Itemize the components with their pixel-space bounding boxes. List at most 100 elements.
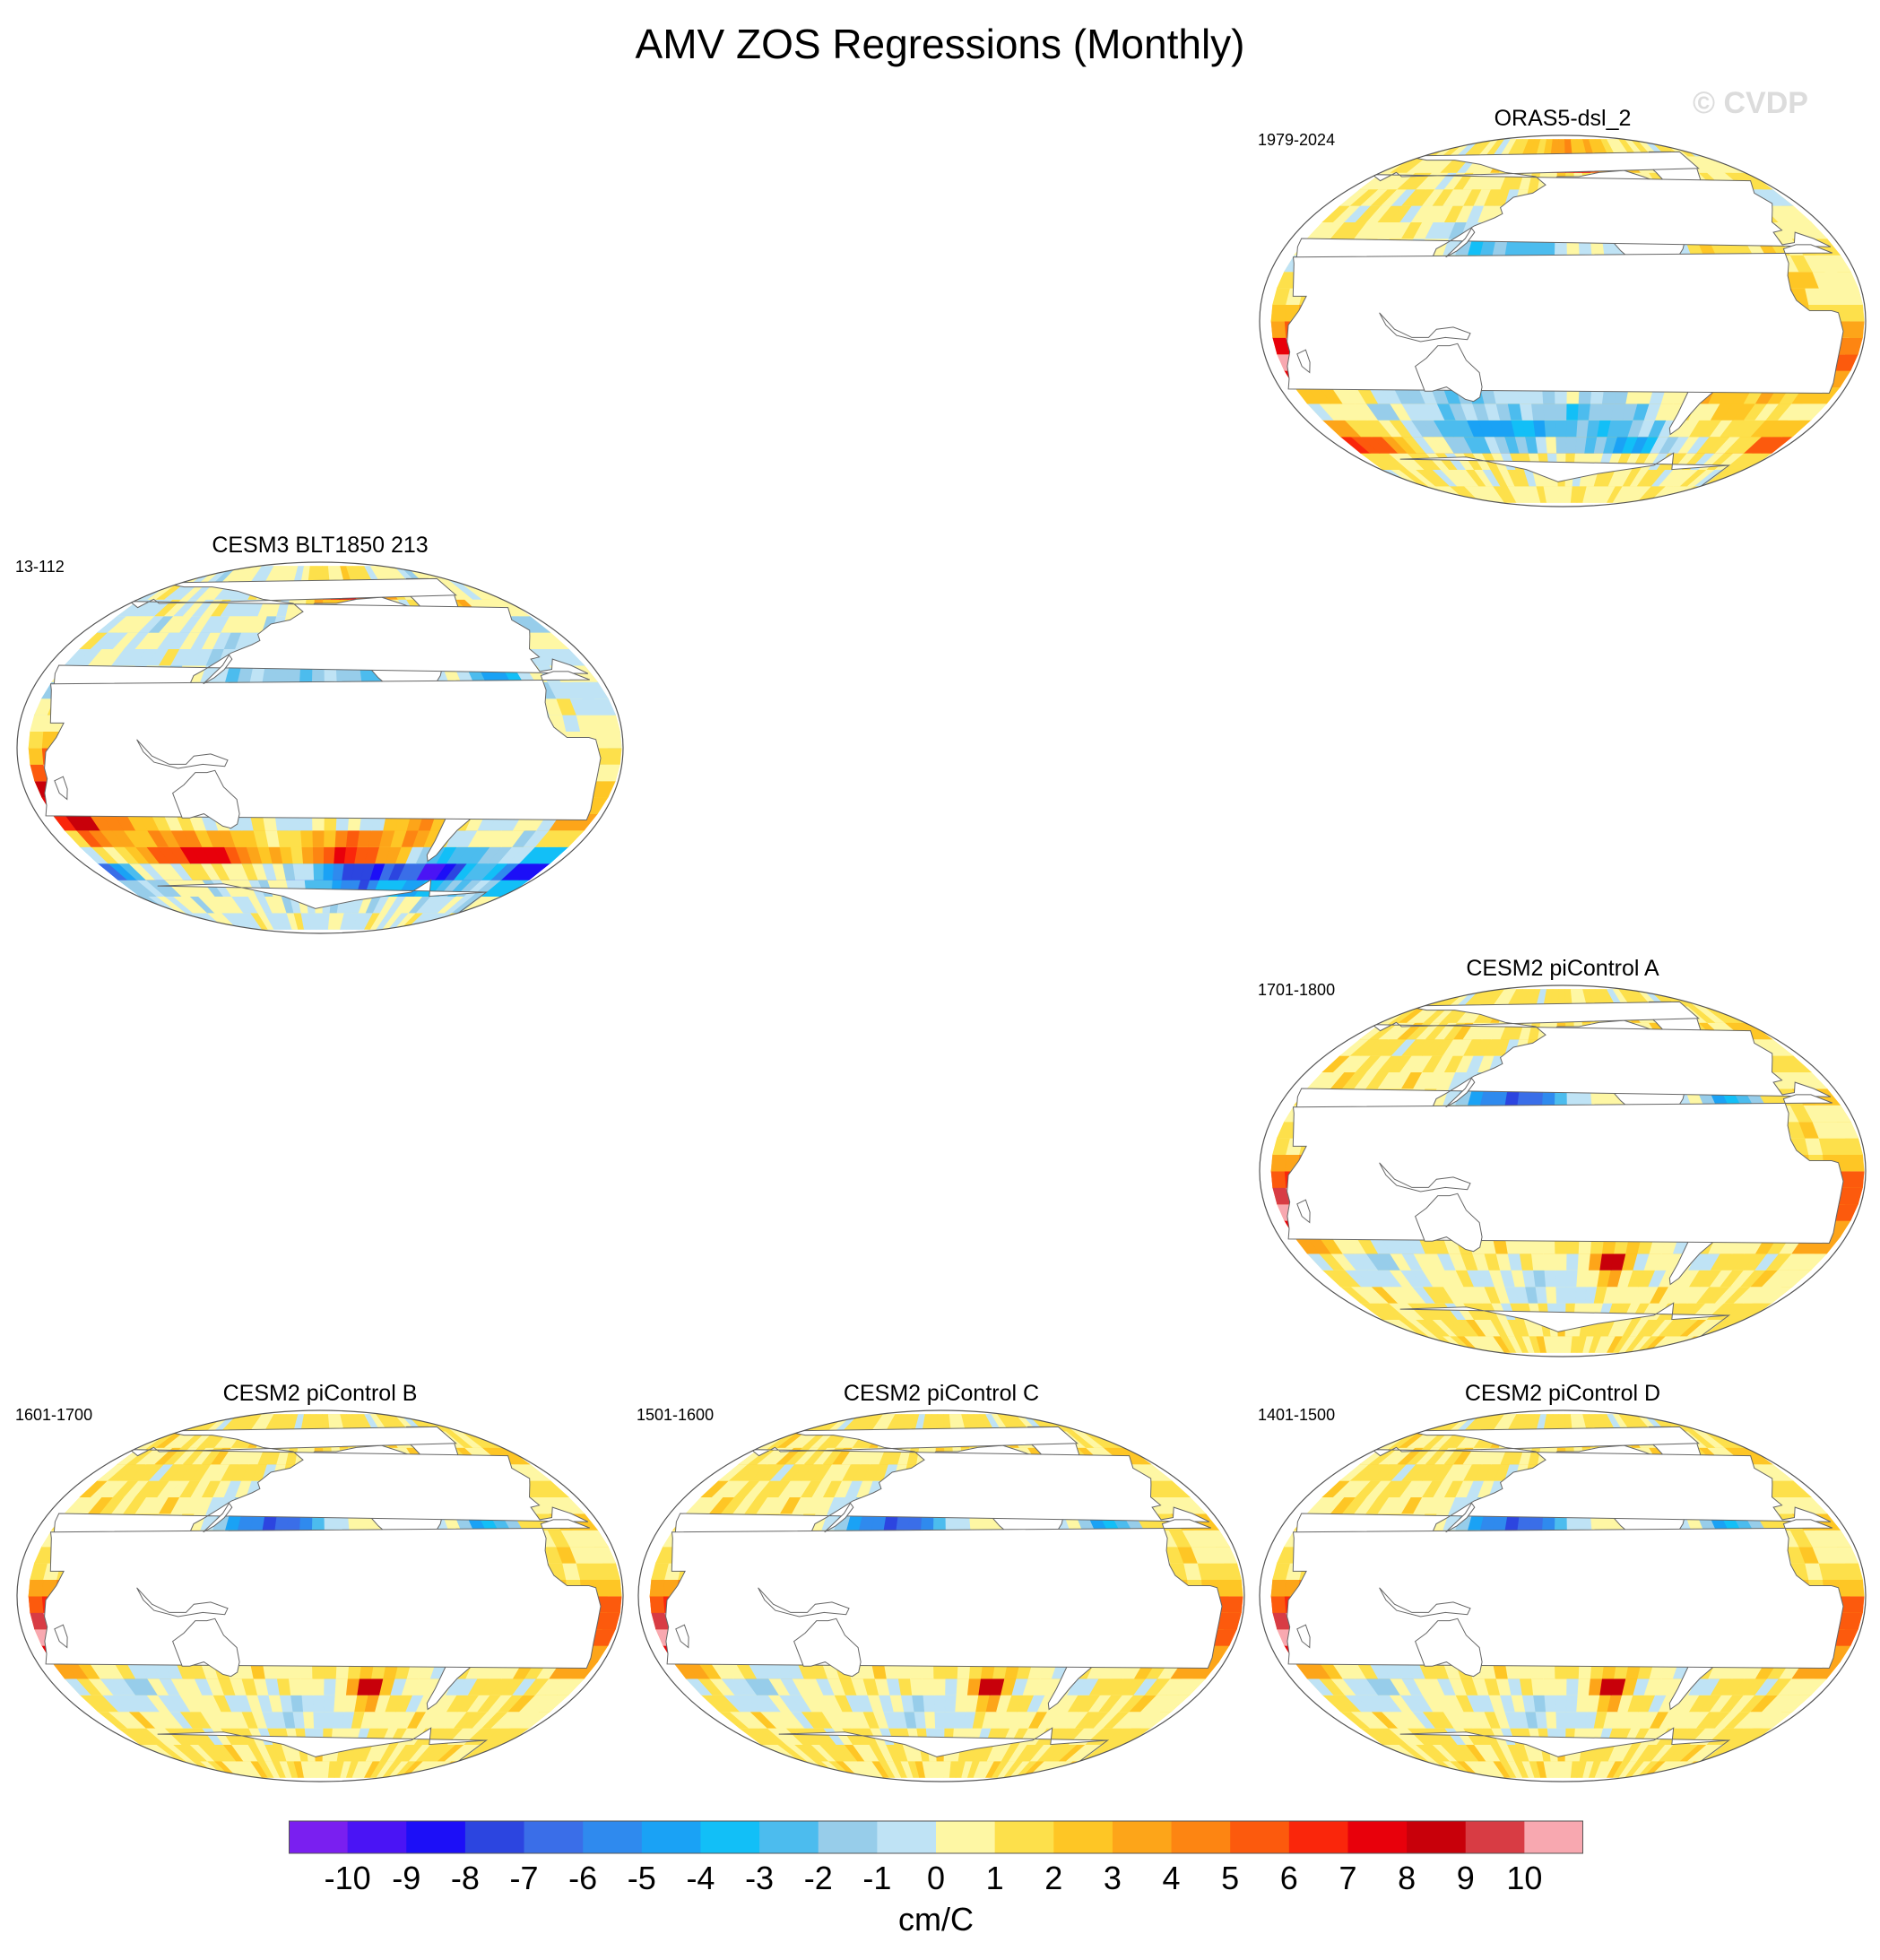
anomaly-cell	[1555, 1253, 1568, 1271]
anomaly-cell	[1557, 485, 1566, 503]
anomaly-cell	[1555, 436, 1567, 454]
continent-australia	[1414, 1192, 1483, 1253]
continent-australia	[171, 1617, 240, 1678]
anomaly-cell	[649, 1595, 666, 1613]
panel-title: CESM2 piControl A	[1466, 956, 1659, 981]
anomaly-cell	[914, 1711, 927, 1729]
continent-indonesia	[136, 1587, 229, 1617]
anomaly-cell	[933, 1678, 947, 1695]
anomaly-cell	[447, 1414, 483, 1432]
anomaly-cell	[323, 846, 336, 864]
anomaly-cell	[301, 846, 315, 864]
anomaly-cell	[28, 731, 45, 749]
world-map	[16, 561, 624, 934]
anomaly-cell	[313, 863, 325, 880]
watermark: © CVDP	[1693, 86, 1808, 120]
anomaly-cell	[324, 1678, 337, 1695]
anomaly-cell	[1566, 403, 1580, 421]
panel-title: CESM3 BLT1850 213	[212, 533, 429, 558]
anomaly-cell	[1557, 1335, 1566, 1353]
anomaly-cell	[1577, 1253, 1591, 1271]
anomaly-cell	[909, 1678, 924, 1695]
anomaly-cell	[276, 829, 291, 847]
anomaly-cell	[1533, 419, 1546, 438]
continent-africa	[44, 1519, 602, 1669]
anomaly-cell	[1535, 436, 1548, 454]
anomaly-cell	[1565, 1269, 1579, 1288]
world-map	[637, 1409, 1245, 1782]
map-outline	[1259, 984, 1867, 1357]
continent-antarctica	[1399, 452, 1731, 507]
anomaly-cell	[912, 1694, 925, 1713]
anomaly-cell	[1533, 1269, 1546, 1288]
continent-africa	[1287, 1094, 1844, 1245]
map-outline	[16, 1409, 624, 1782]
continent-australia	[171, 769, 240, 829]
anomaly-cell	[1535, 1286, 1548, 1304]
continent-indonesia	[1379, 1162, 1471, 1192]
continent-africa	[44, 671, 602, 821]
anomaly-cell	[923, 1694, 936, 1713]
continent-madagascar	[1296, 1199, 1311, 1224]
anomaly-cell	[1270, 320, 1287, 338]
anomaly-cell	[933, 1694, 947, 1713]
anomaly-cell	[288, 829, 303, 847]
anomaly-cell	[1545, 1286, 1557, 1304]
anomaly-cell	[1069, 1414, 1105, 1432]
continent-australia	[1414, 343, 1483, 403]
world-map	[16, 1409, 624, 1782]
anomaly-cell	[312, 846, 325, 864]
anomaly-cell	[956, 1678, 970, 1695]
continent-madagascar	[1296, 349, 1311, 374]
continent-madagascar	[54, 776, 68, 801]
anomaly-cell	[1519, 403, 1534, 421]
continent-africa	[1287, 244, 1844, 395]
anomaly-cell	[447, 1760, 483, 1778]
continent-antarctica	[1399, 1302, 1731, 1357]
panel-title: CESM2 piControl B	[222, 1381, 418, 1406]
panel-years: 1501-1600	[637, 1406, 715, 1424]
panel-title: CESM2 piControl C	[843, 1381, 1040, 1406]
continent-japan	[203, 654, 233, 685]
anomaly-cell	[1690, 485, 1726, 503]
anomaly-cell	[313, 1711, 325, 1729]
panel-years: 1701-1800	[1258, 981, 1336, 999]
anomaly-cell	[1530, 1253, 1546, 1271]
panel-oras5: ORAS5-dsl_2 1979-2024	[1253, 106, 1872, 507]
anomaly-cell	[288, 1678, 303, 1695]
panel-cesm2-c: CESM2 piControl C 1501-1600	[632, 1381, 1251, 1782]
anomaly-cell	[923, 1711, 936, 1729]
anomaly-cell	[312, 1678, 325, 1695]
anomaly-cell	[276, 1678, 291, 1695]
anomaly-cell	[1566, 1253, 1580, 1271]
anomaly-cell	[1544, 419, 1557, 438]
anomaly-cell	[300, 1678, 314, 1695]
map-outline	[16, 561, 624, 934]
anomaly-cell	[1543, 403, 1556, 421]
continent-antarctica	[157, 879, 489, 933]
anomaly-cell	[301, 1694, 315, 1713]
anomaly-cell	[1543, 1253, 1556, 1271]
anomaly-cell	[312, 829, 325, 847]
anomaly-cell	[1565, 1286, 1578, 1304]
panel-years: 13-112	[15, 558, 65, 576]
continent-japan	[1445, 227, 1476, 258]
anomaly-cell	[934, 1711, 946, 1729]
anomaly-cell	[944, 1711, 957, 1729]
anomaly-cell	[1530, 403, 1546, 421]
anomaly-cell	[323, 1694, 336, 1713]
anomaly-cell	[302, 1711, 315, 1729]
anomaly-cell	[1577, 403, 1591, 421]
anomaly-cell	[1565, 419, 1579, 438]
panel-cesm3: CESM3 BLT1850 213 13-112	[11, 533, 629, 934]
continent-indonesia	[1379, 312, 1471, 343]
anomaly-cell	[936, 1760, 945, 1778]
continent-antarctica	[157, 1727, 489, 1782]
anomaly-cell	[1519, 1253, 1534, 1271]
anomaly-cell	[315, 912, 324, 930]
anomaly-cell	[447, 566, 483, 584]
panel-cesm2-a: CESM2 piControl A 1701-1800	[1253, 956, 1872, 1357]
anomaly-cell	[28, 747, 45, 765]
anomaly-cell	[323, 1711, 335, 1729]
anomaly-cell	[323, 863, 335, 880]
